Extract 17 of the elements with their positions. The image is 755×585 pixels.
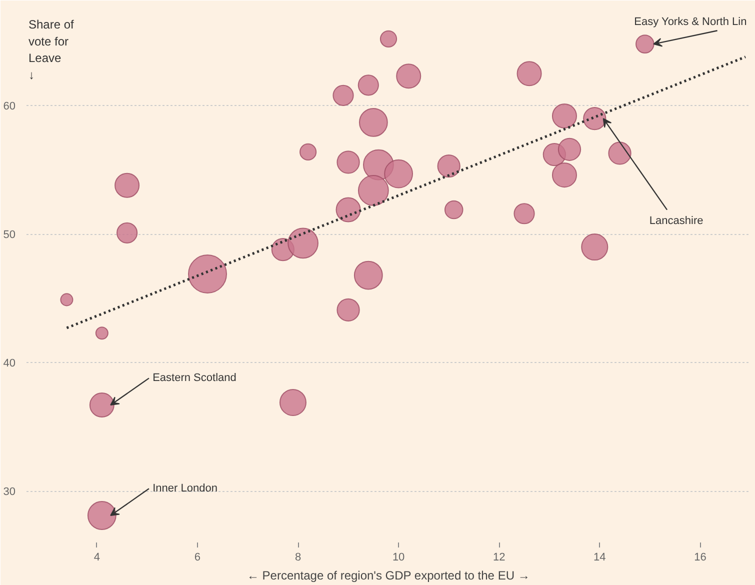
annotation: Lancashire [649, 215, 704, 228]
x-axis-title: ← Percentage of region's GDP exported to the EU → [246, 568, 530, 582]
y-tick-label: 30 [3, 486, 16, 498]
y-tick-label: 40 [3, 358, 16, 370]
y-tick-label: 60 [3, 100, 16, 113]
y-tick-label: 50 [3, 229, 16, 242]
x-tick-label: 14 [594, 552, 606, 564]
x-tick-label: 6 [194, 552, 201, 564]
x-tick-label: 4 [94, 552, 100, 564]
annotation: Eastern Scotland [152, 372, 236, 384]
annotation: Inner London [152, 482, 218, 495]
x-tick-label: 16 [694, 552, 706, 564]
y-axis-title: Share of vote for Leave ↓ [28, 18, 75, 82]
annotation: Easy Yorks & North Lin [634, 16, 747, 28]
x-tick-label: 10 [392, 552, 405, 564]
x-tick-label: 12 [492, 552, 506, 564]
x-tick-label: 8 [294, 552, 302, 564]
